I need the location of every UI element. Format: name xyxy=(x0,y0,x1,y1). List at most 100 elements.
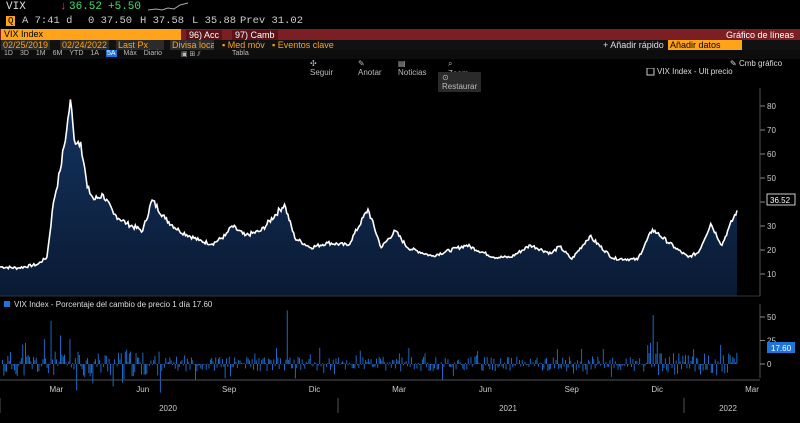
start-date-input[interactable]: 02/25/2019 xyxy=(1,40,51,50)
actions-button[interactable]: 96) Acc xyxy=(186,30,223,40)
change-bar xyxy=(349,362,350,364)
price-panel: 1020304050607080 VIX Index - Últ precio … xyxy=(0,68,796,296)
change-bar xyxy=(172,364,173,366)
change-bar xyxy=(236,364,238,368)
currency-select[interactable]: Divisa local xyxy=(170,40,214,50)
follow-button[interactable]: ✣ Seguir xyxy=(310,59,334,77)
change-bar xyxy=(605,362,607,364)
key-events-toggle[interactable]: ▪ Eventos clave xyxy=(272,40,334,50)
change-bar xyxy=(494,364,496,372)
sparkline-icon xyxy=(147,2,189,12)
change-bar xyxy=(581,349,583,364)
change-bar xyxy=(401,357,403,364)
change-bar xyxy=(700,364,701,375)
period-diario[interactable]: Diario xyxy=(143,50,163,57)
change-bar xyxy=(467,358,469,364)
price-y-tick-label: 80 xyxy=(767,102,776,111)
change-bar xyxy=(508,357,510,364)
change-bar xyxy=(428,364,430,371)
change-bar xyxy=(25,342,26,364)
change-bar xyxy=(486,357,488,364)
security-field[interactable]: VIX Index xyxy=(1,29,181,40)
price-field-select[interactable]: Last Px xyxy=(116,40,164,50)
change-bar xyxy=(432,364,434,372)
change-bar xyxy=(293,359,295,364)
change-bar xyxy=(698,364,700,370)
change-bar xyxy=(614,361,616,364)
annotate-button[interactable]: ✎ Anotar xyxy=(358,59,382,77)
change-bar xyxy=(685,355,686,364)
change-bar xyxy=(309,354,311,364)
legend-checkbox[interactable] xyxy=(646,68,655,76)
period-máx[interactable]: Máx xyxy=(123,50,137,57)
change-bar xyxy=(619,364,620,367)
change-bar xyxy=(461,364,462,366)
change-bar xyxy=(197,364,199,367)
period-1d[interactable]: 1D xyxy=(4,50,13,57)
change-bar xyxy=(270,360,272,364)
change-bar xyxy=(506,357,508,364)
change-bar xyxy=(227,364,229,367)
moving-average-toggle[interactable]: ▪ Med móv xyxy=(222,40,265,50)
change-bar xyxy=(443,364,445,367)
period-ytd[interactable]: YTD xyxy=(69,50,84,57)
period-3d[interactable]: 3D xyxy=(19,50,29,57)
change-bar xyxy=(77,351,79,364)
change-bar xyxy=(31,364,33,370)
change-bar xyxy=(170,360,172,364)
change-bar xyxy=(562,357,564,364)
change-button[interactable]: 97) Camb xyxy=(232,30,278,40)
period-1a[interactable]: 1A xyxy=(90,50,99,57)
change-bar xyxy=(87,358,88,364)
change-bar xyxy=(586,364,588,375)
change-bar xyxy=(373,364,375,367)
change-bar xyxy=(58,361,60,364)
change-bar xyxy=(397,360,399,364)
x-month-label: Mar xyxy=(392,385,406,394)
period-6m[interactable]: 6M xyxy=(52,50,63,57)
prev-close: Prev 31.02 xyxy=(240,15,304,27)
table-button[interactable]: Tabla xyxy=(232,50,249,57)
edit-chart-button[interactable]: ✎ Cmb gráfico xyxy=(730,59,783,68)
change-bar xyxy=(578,364,580,368)
change-bar xyxy=(691,356,693,364)
quote-time: A 7:41 d xyxy=(22,15,73,27)
change-bar xyxy=(412,364,414,365)
change-bar xyxy=(444,357,446,364)
change-bar xyxy=(424,353,426,364)
change-bar xyxy=(182,364,184,366)
price-y-axis: 1020304050607080 xyxy=(759,88,776,296)
chart-style-icons[interactable]: ▣ ⊞ ⫽ xyxy=(181,51,201,58)
change-bar xyxy=(8,360,10,364)
change-bar xyxy=(652,315,654,364)
news-label: Noticias xyxy=(398,68,427,77)
low-price: L 35.88 xyxy=(192,15,237,27)
change-bar xyxy=(565,360,566,364)
change-bar xyxy=(628,364,630,365)
change-bar xyxy=(158,351,160,364)
restore-button[interactable]: ⊙ Restaurar xyxy=(438,72,482,92)
change-bar xyxy=(600,364,601,366)
change-bar xyxy=(132,364,134,376)
change-bar xyxy=(141,364,142,375)
news-button[interactable]: ▤ Noticias xyxy=(398,59,427,77)
change-bar xyxy=(585,364,587,370)
chart-area[interactable]: 1020304050607080 VIX Index - Últ precio … xyxy=(0,68,800,423)
add-study-input[interactable]: Añadir datos xyxy=(668,40,742,50)
change-bar xyxy=(116,364,118,367)
period-1m[interactable]: 1M xyxy=(35,50,46,57)
change-bar xyxy=(577,360,578,364)
end-date-input[interactable]: 02/24/2022 xyxy=(60,40,110,50)
change-bar xyxy=(536,357,538,364)
change-bar xyxy=(384,362,385,364)
change-bar xyxy=(667,364,669,373)
change-bar xyxy=(408,348,410,364)
change-bar xyxy=(64,354,65,364)
change-bar xyxy=(513,364,515,366)
change-bar xyxy=(149,364,150,366)
key-events-label: Eventos clave xyxy=(277,40,334,50)
change-bar xyxy=(362,357,364,364)
change-bar xyxy=(392,359,394,364)
quick-add-button[interactable]: + Añadir rápido xyxy=(603,40,664,50)
period-5a[interactable]: 5A xyxy=(105,50,117,57)
